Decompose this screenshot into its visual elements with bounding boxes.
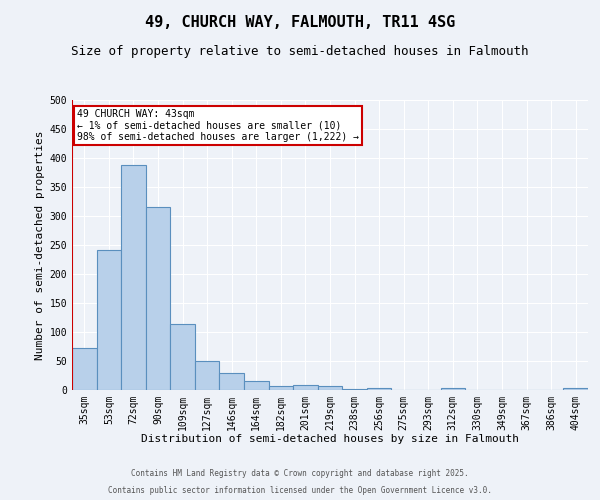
Bar: [440, 388, 465, 390]
Bar: [563, 388, 588, 390]
Bar: [367, 388, 391, 390]
Bar: [293, 385, 318, 390]
Bar: [97, 250, 121, 390]
Bar: [195, 361, 220, 390]
Bar: [146, 208, 170, 390]
Bar: [318, 386, 342, 390]
X-axis label: Distribution of semi-detached houses by size in Falmouth: Distribution of semi-detached houses by …: [141, 434, 519, 444]
Text: 49, CHURCH WAY, FALMOUTH, TR11 4SG: 49, CHURCH WAY, FALMOUTH, TR11 4SG: [145, 15, 455, 30]
Y-axis label: Number of semi-detached properties: Number of semi-detached properties: [35, 130, 46, 360]
Bar: [244, 382, 269, 390]
Bar: [170, 324, 195, 390]
Text: Contains HM Land Registry data © Crown copyright and database right 2025.: Contains HM Land Registry data © Crown c…: [131, 468, 469, 477]
Text: 49 CHURCH WAY: 43sqm
← 1% of semi-detached houses are smaller (10)
98% of semi-d: 49 CHURCH WAY: 43sqm ← 1% of semi-detach…: [77, 108, 359, 142]
Text: Contains public sector information licensed under the Open Government Licence v3: Contains public sector information licen…: [108, 486, 492, 495]
Bar: [72, 348, 97, 390]
Bar: [342, 389, 367, 390]
Bar: [269, 386, 293, 390]
Text: Size of property relative to semi-detached houses in Falmouth: Size of property relative to semi-detach…: [71, 45, 529, 58]
Bar: [121, 165, 146, 390]
Bar: [220, 372, 244, 390]
